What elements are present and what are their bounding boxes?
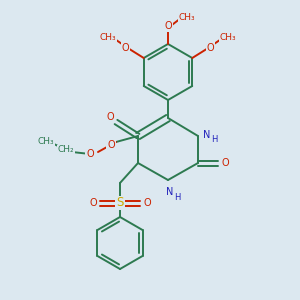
- Text: O: O: [107, 140, 115, 150]
- Text: O: O: [206, 43, 214, 53]
- Text: CH₃: CH₃: [99, 34, 116, 43]
- Text: CH₃: CH₃: [220, 34, 237, 43]
- Text: O: O: [122, 43, 130, 53]
- Text: N: N: [166, 187, 174, 197]
- Text: O: O: [221, 158, 229, 168]
- Text: CH₃: CH₃: [179, 13, 195, 22]
- Text: H: H: [211, 134, 217, 143]
- Text: O: O: [164, 21, 172, 31]
- Text: O: O: [106, 112, 114, 122]
- Text: N: N: [203, 130, 211, 140]
- Text: O: O: [86, 149, 94, 159]
- Text: O: O: [143, 198, 151, 208]
- Text: O: O: [89, 198, 97, 208]
- Text: S: S: [116, 196, 124, 209]
- Text: H: H: [174, 193, 180, 202]
- Text: CH₂: CH₂: [58, 146, 74, 154]
- Text: CH₃: CH₃: [38, 137, 54, 146]
